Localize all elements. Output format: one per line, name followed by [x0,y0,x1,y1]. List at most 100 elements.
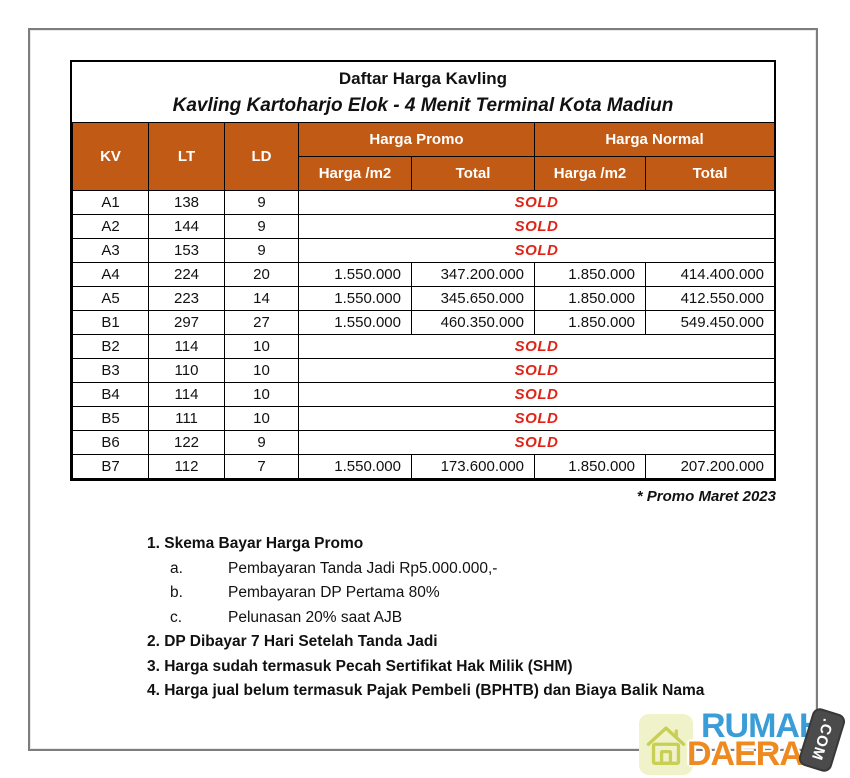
note-item-2: 2. DP Dibayar 7 Hari Setelah Tanda Jadi [147,633,438,650]
cell-lt: 223 [148,286,225,311]
cell-kv: B5 [72,406,149,431]
note-item-4: 4. Harga jual belum termasuk Pajak Pembe… [147,682,705,699]
cell-kv: B7 [72,454,149,479]
col-header-promo-m2: Harga /m2 [298,156,412,191]
cell-normal-m2: 1.850.000 [534,310,647,335]
cell-promo-m2: 1.550.000 [298,310,412,335]
cell-ld: 7 [224,454,299,479]
note-sub-b-label: b. [170,584,183,601]
note-sub-c-text: Pelunasan 20% saat AJB [228,608,403,626]
cell-kv: A4 [72,262,149,287]
cell-lt: 153 [148,238,225,263]
col-header-ld: LD [224,122,299,191]
house-icon [639,714,693,775]
cell-promo-total: 460.350.000 [410,310,536,335]
note-item-3: 3. Harga sudah termasuk Pecah Sertifikat… [147,657,573,675]
cell-ld: 10 [224,406,299,431]
table-row: B1 297 27 1.550.000 460.350.000 1.850.00… [72,310,776,335]
col-header-kv: KV [72,122,149,191]
note-sub-b-text: Pembayaran DP Pertama 80% [228,584,440,601]
table-row: A3 153 9 SOLD [72,238,776,263]
col-header-normal-m2: Harga /m2 [534,156,647,191]
cell-kv: A2 [72,214,149,239]
cell-kv: B4 [72,382,149,407]
page-title: Daftar Harga Kavling [338,69,508,88]
cell-lt: 114 [148,382,225,407]
rumahdaerah-logo: RUMAH DAERAH .COM [639,706,849,778]
table-row: B7 112 7 1.550.000 173.600.000 1.850.000… [72,454,776,479]
col-group-harga-promo: Harga Promo [297,122,536,157]
cell-kv: A1 [72,190,149,215]
cell-ld: 10 [224,358,299,383]
notes-section: 1. Skema Bayar Harga Promo a. Pembayaran… [147,536,704,708]
cell-promo-total: 347.200.000 [410,262,536,287]
price-table: Daftar Harga Kavling Kavling Kartoharjo … [70,60,776,481]
cell-lt: 110 [148,358,225,383]
note-sub-b: b. Pembayaran DP Pertama 80% [170,585,704,601]
table-titles: Daftar Harga Kavling Kavling Kartoharjo … [72,62,774,122]
kavling-price-table: KV LT LD Harga Promo Harga Normal Harga … [72,122,776,479]
cell-normal-total: 414.400.000 [645,262,776,287]
com-tag-label: .COM [807,716,837,764]
cell-kv: A5 [72,286,149,311]
cell-normal-total: 549.450.000 [645,310,776,335]
cell-lt: 297 [148,310,225,335]
table-row: A5 223 14 1.550.000 345.650.000 1.850.00… [72,286,776,311]
cell-normal-total: 207.200.000 [645,454,776,479]
cell-kv: B2 [72,334,149,359]
cell-ld: 9 [224,214,299,239]
page-subtitle: Kavling Kartoharjo Elok - 4 Menit Termin… [172,95,674,116]
col-header-lt: LT [148,122,225,191]
cell-kv: A3 [72,238,149,263]
cell-ld: 14 [224,286,299,311]
table-row: A2 144 9 SOLD [72,214,776,239]
cell-ld: 27 [224,310,299,335]
cell-ld: 10 [224,334,299,359]
cell-ld: 10 [224,382,299,407]
table-row: B2 114 10 SOLD [72,334,776,359]
sold-badge: SOLD [297,238,776,263]
promo-footnote: * Promo Maret 2023 [636,488,776,505]
table-row: B5 111 10 SOLD [72,406,776,431]
col-group-harga-normal: Harga Normal [534,122,776,157]
table-row: B6 122 9 SOLD [72,430,776,455]
cell-kv: B3 [72,358,149,383]
cell-lt: 224 [148,262,225,287]
col-header-promo-total: Total [410,156,536,191]
cell-normal-m2: 1.850.000 [534,286,647,311]
table-row: A4 224 20 1.550.000 347.200.000 1.850.00… [72,262,776,287]
cell-ld: 20 [224,262,299,287]
table-row: B4 114 10 SOLD [72,382,776,407]
cell-normal-m2: 1.850.000 [534,454,647,479]
cell-promo-total: 173.600.000 [410,454,536,479]
sold-badge: SOLD [297,382,776,407]
cell-promo-m2: 1.550.000 [298,262,412,287]
cell-lt: 122 [148,430,225,455]
sold-badge: SOLD [297,358,776,383]
cell-kv: B6 [72,430,149,455]
note-sub-c-label: c. [170,608,183,626]
cell-ld: 9 [224,238,299,263]
cell-promo-total: 345.650.000 [410,286,536,311]
cell-promo-m2: 1.550.000 [298,286,412,311]
table-row: A1 138 9 SOLD [72,190,776,215]
cell-normal-m2: 1.850.000 [534,262,647,287]
note-sub-a-text: Pembayaran Tanda Jadi Rp5.000.000,- [228,559,498,577]
sold-badge: SOLD [297,406,776,431]
note-sub-a-label: a. [170,559,183,577]
note-sub-a: a. Pembayaran Tanda Jadi Rp5.000.000,- [170,559,704,577]
cell-ld: 9 [224,190,299,215]
table-row: B3 110 10 SOLD [72,358,776,383]
logo-text-rumah: RUMAH [701,707,824,745]
cell-ld: 9 [224,430,299,455]
note-sub-c: c. Pelunasan 20% saat AJB [170,608,704,626]
cell-lt: 111 [148,406,225,431]
cell-kv: B1 [72,310,149,335]
sold-badge: SOLD [297,190,776,215]
sold-badge: SOLD [297,214,776,239]
cell-promo-m2: 1.550.000 [298,454,412,479]
note-item-1: 1. Skema Bayar Harga Promo [147,535,364,552]
cell-lt: 144 [148,214,225,239]
cell-lt: 112 [148,454,225,479]
col-header-normal-total: Total [645,156,776,191]
